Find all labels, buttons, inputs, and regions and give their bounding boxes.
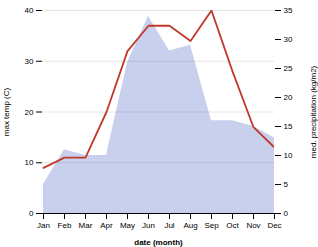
svg-text:Aug: Aug — [183, 221, 197, 230]
svg-text:Sep: Sep — [204, 221, 219, 230]
svg-text:med. precipitation (kg/m2): med. precipitation (kg/m2) — [309, 65, 318, 158]
svg-text:May: May — [120, 221, 135, 230]
svg-text:Oct: Oct — [226, 221, 239, 230]
svg-text:Jan: Jan — [37, 221, 50, 230]
svg-text:Mar: Mar — [79, 221, 93, 230]
svg-text:30: 30 — [25, 57, 34, 66]
svg-text:date (month): date (month) — [134, 238, 183, 247]
svg-text:20: 20 — [25, 108, 34, 117]
svg-text:25: 25 — [284, 64, 293, 73]
svg-text:Nov: Nov — [246, 221, 260, 230]
svg-text:Feb: Feb — [58, 221, 72, 230]
svg-text:max temp (C): max temp (C) — [2, 87, 11, 136]
svg-text:Apr: Apr — [100, 221, 113, 230]
svg-text:5: 5 — [284, 180, 289, 189]
svg-text:15: 15 — [284, 122, 293, 131]
svg-text:Jun: Jun — [142, 221, 155, 230]
svg-text:0: 0 — [29, 209, 34, 218]
svg-text:30: 30 — [284, 35, 293, 44]
svg-text:10: 10 — [25, 158, 34, 167]
svg-text:Dec: Dec — [267, 221, 281, 230]
svg-text:20: 20 — [284, 93, 293, 102]
svg-text:35: 35 — [284, 6, 293, 15]
svg-text:10: 10 — [284, 151, 293, 160]
svg-text:0: 0 — [284, 209, 289, 218]
svg-text:Jul: Jul — [164, 221, 174, 230]
svg-text:40: 40 — [25, 6, 34, 15]
